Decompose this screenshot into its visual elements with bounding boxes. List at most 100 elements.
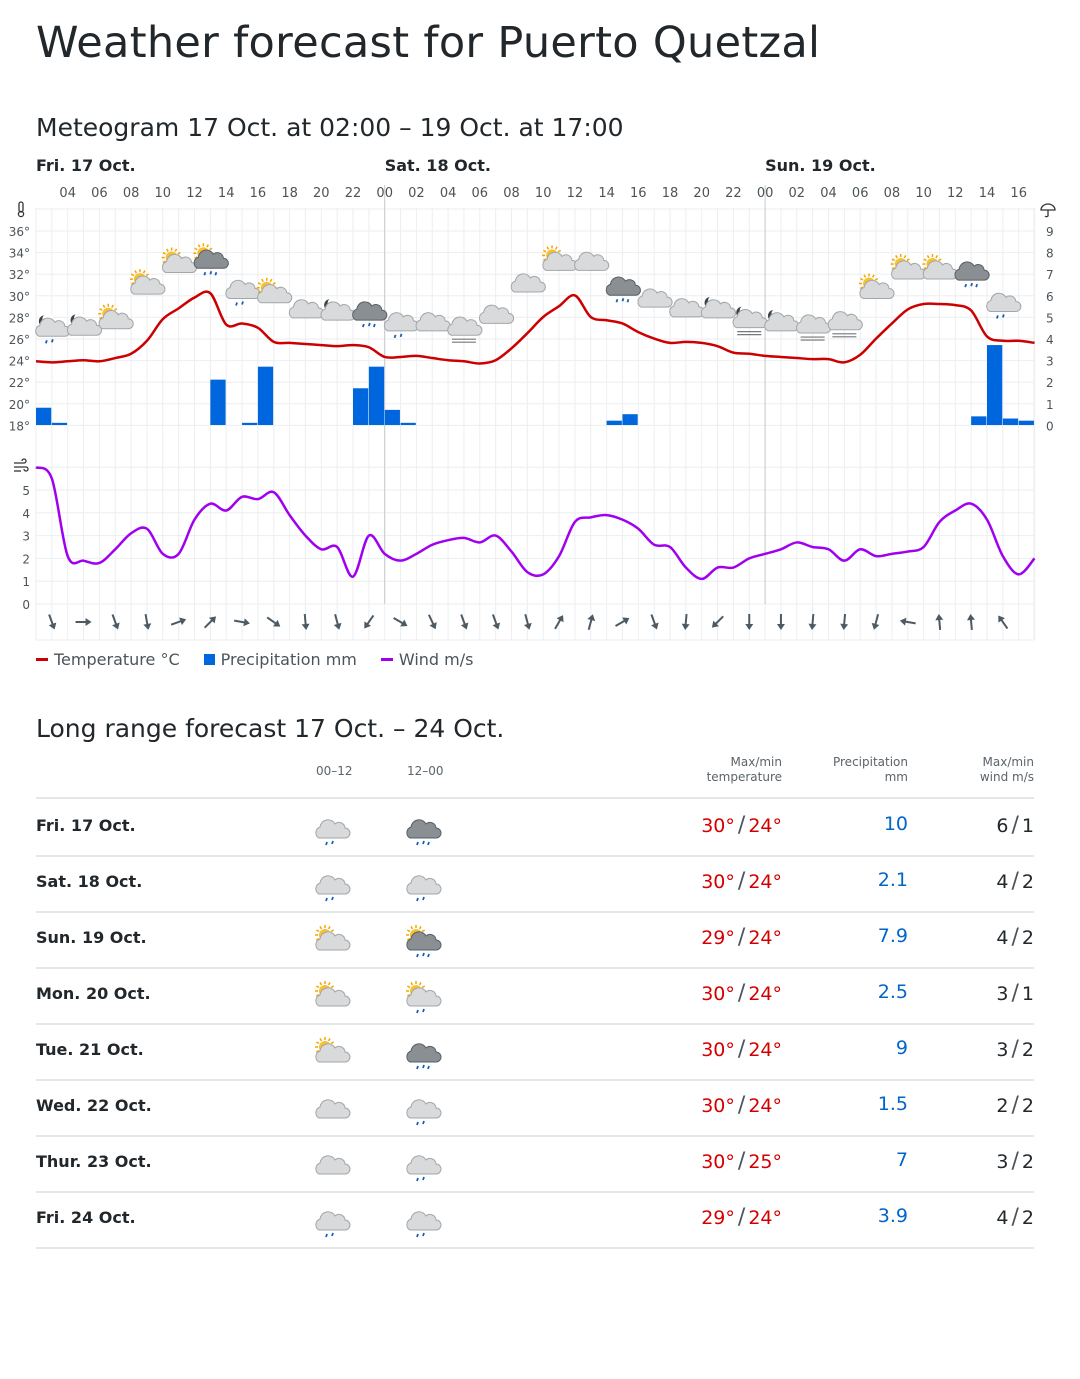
min-temp: 24° — [748, 1039, 782, 1061]
cloud-icon — [986, 292, 1022, 312]
cloud-icon — [98, 310, 134, 330]
hour-label: 22 — [725, 186, 742, 201]
row-day: Fri. 24 Oct. — [36, 1208, 136, 1227]
row-wind: 4/2 — [996, 1205, 1034, 1230]
wind-direction-arrow-icon — [393, 617, 408, 627]
dark-cloud-icon — [406, 819, 442, 839]
weather-symbol — [288, 299, 324, 319]
row-wind: 4/2 — [996, 925, 1034, 950]
legend-label: Precipitation mm — [220, 650, 357, 669]
wind-direction-arrow-icon — [364, 614, 375, 629]
hour-label: 08 — [884, 186, 901, 201]
max-wind: 4 — [996, 871, 1009, 893]
fog-icon — [737, 331, 762, 336]
forecast-row[interactable]: Fri. 24 Oct. 29°/24° 3.9 4/2 — [36, 1191, 1034, 1249]
row-precipitation: 1.5 — [877, 1093, 908, 1115]
precip-tick: 5 — [1046, 311, 1054, 325]
temp-tick: 32° — [9, 268, 30, 282]
cloud-icon — [406, 1155, 442, 1175]
dark-cloud-icon — [406, 931, 442, 951]
table-divider — [36, 797, 1034, 799]
hour-label: 20 — [693, 186, 710, 201]
precipitation-bar — [400, 422, 416, 425]
temperature-line — [35, 290, 1035, 365]
header-line: Precipitation — [832, 755, 908, 769]
legend-precipitation[interactable]: Precipitation mm — [203, 650, 357, 669]
rain-icon — [325, 840, 334, 846]
max-temp: 29° — [701, 927, 735, 949]
rain-icon — [416, 840, 430, 846]
hour-label: 10 — [915, 186, 932, 201]
wind-direction-arrow-icon — [143, 613, 152, 630]
row-precipitation: 7 — [895, 1149, 908, 1171]
weather-symbol — [193, 243, 229, 276]
forecast-row[interactable]: Sun. 19 Oct. 29°/24° 7.9 4/2 — [36, 911, 1034, 969]
weather-symbol — [510, 273, 546, 293]
min-wind: 2 — [1021, 1207, 1034, 1229]
precip-tick: 8 — [1046, 247, 1054, 261]
hour-label: 16 — [250, 186, 267, 201]
max-wind: 4 — [996, 927, 1009, 949]
header-temperature: Max/min temperature — [707, 755, 782, 785]
forecast-row[interactable]: Thur. 23 Oct. 30°/25° 7 3/2 — [36, 1135, 1034, 1193]
temp-tick: 36° — [9, 225, 30, 239]
min-wind: 2 — [1021, 1151, 1034, 1173]
wind-direction-arrow-icon — [650, 614, 659, 630]
max-temp: 30° — [701, 871, 735, 893]
hour-label: 12 — [567, 186, 584, 201]
precip-tick: 6 — [1046, 290, 1054, 304]
forecast-row[interactable]: Wed. 22 Oct. 30°/24° 1.5 2/2 — [36, 1079, 1034, 1137]
row-day: Tue. 21 Oct. — [36, 1040, 144, 1059]
precipitation-bar — [353, 388, 369, 425]
legend-wind[interactable]: Wind m/s — [380, 650, 473, 669]
header-precipitation: Precipitation mm — [833, 755, 908, 785]
rain-icon — [416, 1064, 430, 1070]
weather-symbol — [764, 308, 800, 332]
wind-line — [35, 466, 1036, 581]
weather-symbol — [542, 245, 578, 271]
weather-icon-afternoon — [406, 925, 442, 958]
wind-direction-arrow-icon — [75, 618, 92, 626]
forecast-row[interactable]: Mon. 20 Oct. 30°/24° 2.5 3/1 — [36, 967, 1034, 1025]
max-wind: 2 — [996, 1095, 1009, 1117]
wind-direction-arrow-icon — [491, 614, 501, 630]
min-temp: 24° — [748, 815, 782, 837]
weather-icon-morning — [315, 1037, 351, 1063]
max-temp: 30° — [701, 983, 735, 1005]
rain-icon — [416, 1008, 425, 1014]
hour-label: 04 — [820, 186, 837, 201]
wind-direction-arrow-icon — [554, 615, 564, 630]
weather-symbol — [98, 303, 134, 330]
max-temp: 30° — [701, 1151, 735, 1173]
precip-tick: 9 — [1046, 225, 1054, 239]
row-temperature: 30°/24° — [701, 1037, 782, 1062]
cloud-icon — [315, 987, 351, 1007]
precipitation-bar — [606, 420, 622, 425]
precipitation-bar — [51, 422, 68, 425]
wind-direction-arrow-icon — [966, 614, 975, 631]
min-temp: 24° — [748, 1095, 782, 1117]
row-temperature: 30°/24° — [701, 813, 782, 838]
max-wind: 3 — [996, 1151, 1009, 1173]
forecast-row[interactable]: Tue. 21 Oct. 30°/24° 9 3/2 — [36, 1023, 1034, 1081]
forecast-row[interactable]: Fri. 17 Oct. 30°/24° 10 6/1 — [36, 799, 1034, 857]
weather-symbol — [320, 297, 356, 321]
temp-tick: 18° — [9, 419, 30, 433]
header-period-2: 12–00 — [407, 764, 444, 778]
rain-icon — [416, 952, 430, 958]
cloud-icon — [315, 819, 351, 839]
forecast-row[interactable]: Sat. 18 Oct. 30°/24° 2.1 4/2 — [36, 855, 1034, 913]
precipitation-bar — [987, 345, 1003, 425]
fog-icon — [800, 336, 825, 341]
row-day: Wed. 22 Oct. — [36, 1096, 152, 1115]
dark-cloud-icon — [352, 301, 388, 321]
weather-icon-morning — [315, 1099, 351, 1119]
row-precipitation: 2.1 — [877, 869, 908, 891]
hour-label: 02 — [408, 186, 425, 201]
legend-temperature[interactable]: Temperature °C — [36, 650, 180, 669]
precip-tick: 2 — [1046, 376, 1054, 390]
weather-symbol — [66, 312, 102, 336]
hour-label: 22 — [345, 186, 362, 201]
temp-tick: 28° — [9, 311, 30, 325]
hour-label: 10 — [535, 186, 552, 201]
